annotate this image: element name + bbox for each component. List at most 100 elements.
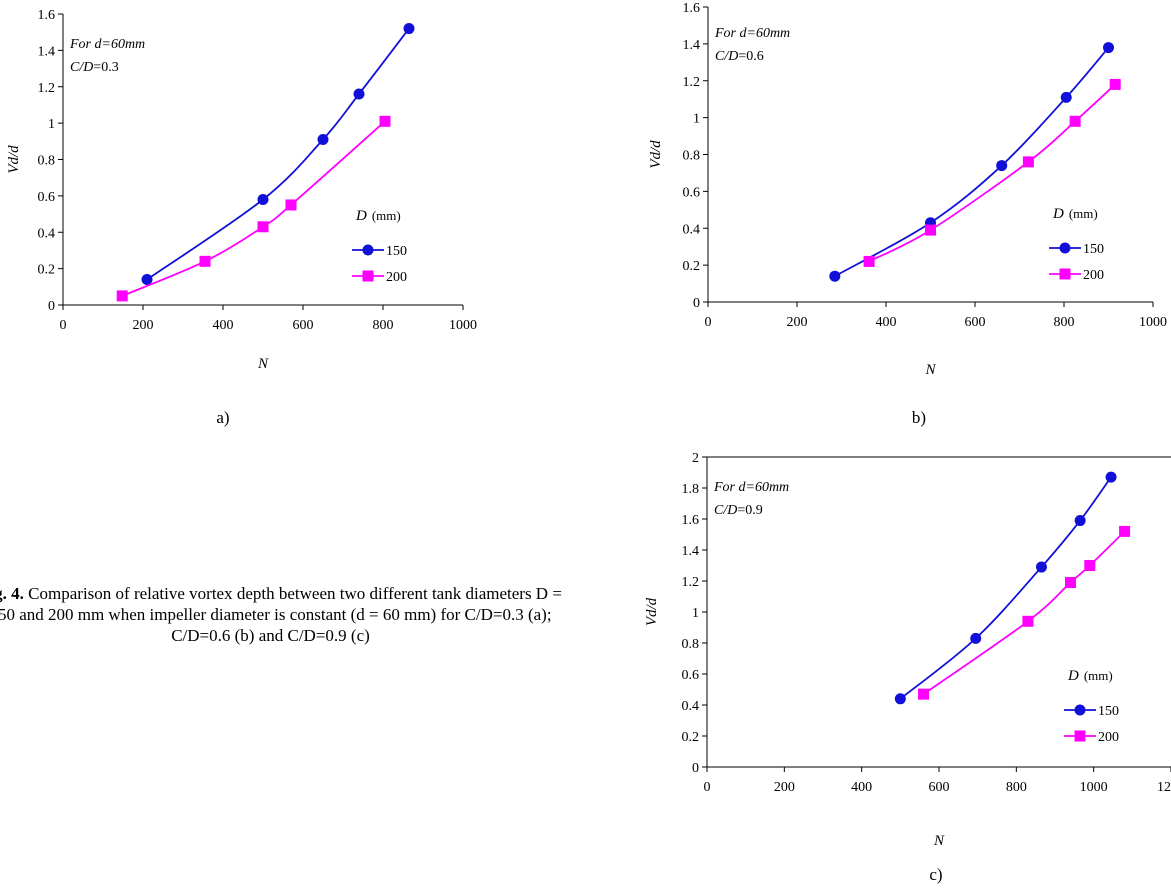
y-tick-label: 0.4: [683, 222, 701, 237]
y-tick-label: 1.6: [683, 1, 701, 16]
legend-marker-150: [362, 244, 374, 256]
data-point-200: [1109, 78, 1121, 90]
y-tick-label: 0.2: [38, 263, 56, 278]
y-tick-label: 1.8: [682, 482, 700, 497]
y-tick-label: 0.8: [682, 637, 700, 652]
caption-text: Comparison of relative vortex depth betw…: [0, 584, 562, 645]
data-point-200: [1084, 560, 1096, 571]
caption-prefix: Fig. 4.: [0, 584, 24, 603]
x-tick-label: 200: [133, 318, 154, 333]
legend-marker-200: [1059, 268, 1071, 280]
legend-label-150: 150: [1098, 704, 1119, 719]
x-tick-label: 0: [704, 780, 711, 795]
data-point-150: [141, 274, 153, 286]
figure-caption: Fig. 4. Comparison of relative vortex de…: [0, 583, 563, 646]
y-tick-label: 0: [48, 299, 55, 314]
series-line-150: [834, 46, 1110, 277]
data-point-200: [1022, 615, 1034, 627]
legend-label-200: 200: [386, 270, 407, 285]
y-tick-label: 1.4: [683, 38, 701, 53]
chart-sublabel: a): [216, 408, 229, 427]
x-tick-label: 1200: [1157, 780, 1171, 795]
x-tick-label: 800: [1054, 315, 1075, 330]
data-point-200: [1119, 525, 1131, 537]
annotation-value: =0.9: [737, 503, 762, 518]
data-point-200: [1064, 577, 1076, 589]
legend-title: D (mm): [355, 208, 401, 224]
x-tick-label: 400: [851, 780, 872, 795]
plot-frame: [706, 456, 1171, 768]
data-point-200: [379, 115, 391, 127]
y-tick-label: 0.4: [38, 226, 56, 241]
data-point-200: [257, 221, 269, 233]
annotation-line-2: C/D=0.6: [715, 49, 764, 64]
legend-marker-200: [362, 270, 374, 282]
x-tick-label: 600: [965, 315, 986, 330]
legend-label-200: 200: [1083, 268, 1104, 283]
annotation-variable: C/D: [715, 49, 738, 64]
x-axis-label: N: [933, 833, 945, 849]
annotation-variable: C/D: [70, 60, 93, 75]
legend-label-150: 150: [386, 244, 407, 259]
data-point-150: [1074, 515, 1086, 527]
data-point-150: [970, 632, 982, 644]
y-tick-label: 1: [48, 117, 55, 132]
legend-title-variable: D: [1067, 668, 1079, 684]
y-tick-label: 1.6: [38, 8, 56, 23]
annotation-line-2: C/D=0.3: [70, 60, 119, 75]
legend-label-150: 150: [1083, 242, 1104, 257]
x-tick-label: 1000: [1139, 315, 1167, 330]
x-tick-label: 600: [293, 318, 314, 333]
data-point-200: [918, 688, 930, 700]
y-tick-label: 0.6: [683, 185, 701, 200]
x-tick-label: 800: [373, 318, 394, 333]
data-point-200: [199, 255, 211, 267]
annotation-value: =0.3: [93, 60, 118, 75]
legend-title-variable: D: [355, 208, 367, 224]
legend-marker-150: [1059, 242, 1071, 254]
y-tick-label: 0.2: [683, 259, 701, 274]
data-point-200: [863, 255, 875, 267]
annotation-line-1: For d=60mm: [69, 37, 145, 52]
legend-title: D (mm): [1067, 668, 1113, 684]
x-tick-label: 200: [774, 780, 795, 795]
legend-marker-200: [1074, 730, 1086, 742]
data-point-200: [285, 199, 297, 211]
x-tick-label: 1000: [449, 318, 477, 333]
data-point-150: [829, 270, 841, 282]
annotation-variable: C/D: [714, 503, 737, 518]
y-tick-label: 0.8: [38, 154, 56, 169]
series-line-200: [868, 83, 1116, 263]
y-tick-label: 1.2: [683, 75, 701, 90]
data-point-200: [116, 290, 128, 302]
data-point-150: [996, 160, 1008, 172]
y-tick-label: 0.6: [682, 668, 700, 683]
x-tick-label: 400: [876, 315, 897, 330]
y-axis-label: Vd/d: [648, 140, 664, 169]
x-tick-label: 200: [787, 315, 808, 330]
data-point-200: [925, 224, 936, 236]
y-tick-label: 1: [693, 112, 700, 127]
y-tick-label: 1.4: [38, 44, 56, 59]
data-point-150: [403, 23, 415, 35]
legend-title: D (mm): [1052, 206, 1098, 222]
annotation-value: =0.6: [738, 49, 763, 64]
series-line-150: [899, 476, 1112, 700]
y-tick-label: 1.2: [38, 81, 56, 96]
x-axis-label: N: [257, 356, 269, 372]
data-point-150: [1060, 91, 1072, 103]
data-point-200: [1022, 156, 1034, 168]
legend-label-200: 200: [1098, 730, 1119, 745]
x-tick-label: 0: [705, 315, 712, 330]
y-tick-label: 0: [692, 761, 699, 776]
chart-sublabel: c): [929, 865, 942, 884]
legend-title-unit: (mm): [1084, 668, 1113, 683]
y-tick-label: 2: [692, 451, 699, 466]
data-point-200: [1069, 115, 1081, 127]
data-point-150: [894, 693, 906, 705]
x-tick-label: 800: [1006, 780, 1027, 795]
data-point-150: [353, 88, 365, 100]
x-tick-label: 1000: [1080, 780, 1108, 795]
legend-title-variable: D: [1052, 206, 1064, 222]
